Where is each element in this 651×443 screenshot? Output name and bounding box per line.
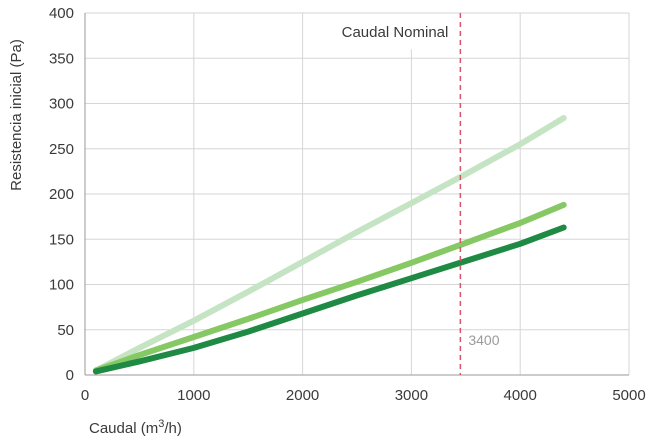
- y-tick-label: 350: [49, 50, 74, 67]
- x-axis-label-main: Caudal (m: [89, 420, 158, 437]
- grid-lines: [85, 12, 630, 375]
- y-tick-label: 400: [49, 5, 74, 22]
- y-tick-label: 150: [49, 231, 74, 248]
- x-axis-label-tail: /h): [164, 420, 182, 437]
- x-tick-label: 2000: [286, 387, 319, 404]
- y-tick-label: 100: [49, 277, 74, 294]
- x-tick-label: 4000: [504, 387, 537, 404]
- x-axis-label-superscript: 3: [158, 418, 164, 430]
- y-tick-label: 200: [49, 186, 74, 203]
- x-axis-label: Caudal (m3/h): [89, 418, 182, 437]
- series-lines: [92, 115, 567, 375]
- y-tick-label: 300: [49, 96, 74, 113]
- axis-labels: Resistencia inicial (Pa) Caudal (m3/h): [8, 39, 182, 437]
- y-tick-label: 250: [49, 141, 74, 158]
- reference-line-group: Caudal Nominal 3400: [342, 13, 500, 375]
- nominal-flow-value: 3400: [468, 332, 499, 348]
- nominal-flow-label: Caudal Nominal: [342, 24, 449, 41]
- y-tick-label: 50: [57, 322, 74, 339]
- y-tick-label: 0: [66, 367, 74, 384]
- series-line-1: [92, 115, 567, 374]
- y-axis-label: Resistencia inicial (Pa): [8, 39, 25, 191]
- x-tick-label: 3000: [395, 387, 428, 404]
- x-tick-label: 0: [81, 387, 89, 404]
- series-line-2: [92, 201, 567, 374]
- series-line-3: [92, 224, 567, 375]
- x-tick-label: 5000: [612, 387, 645, 404]
- x-tick-label: 1000: [177, 387, 210, 404]
